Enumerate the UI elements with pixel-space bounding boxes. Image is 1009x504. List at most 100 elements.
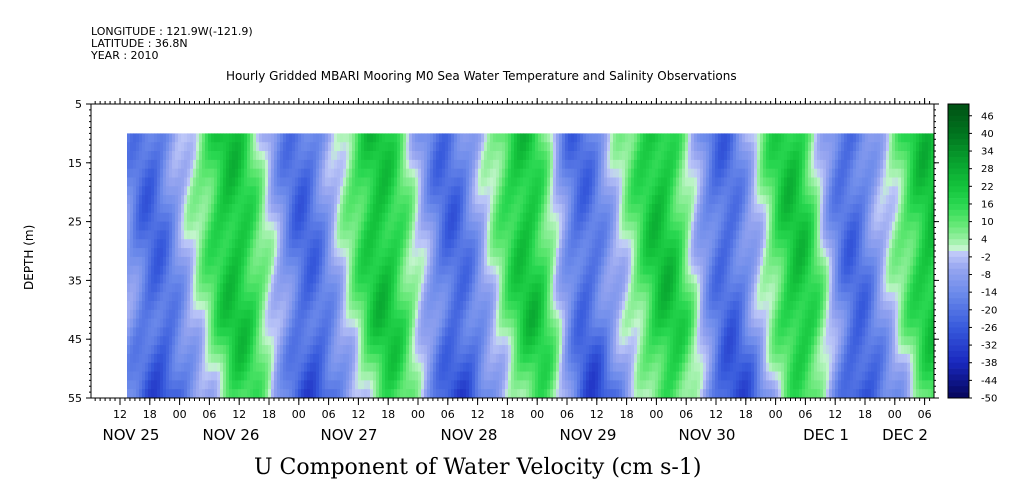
heatmap-cell xyxy=(259,389,263,399)
heatmap-cell xyxy=(538,239,542,249)
heatmap-cell xyxy=(253,177,257,187)
heatmap-cell xyxy=(394,274,398,284)
heatmap-cell xyxy=(139,212,143,222)
heatmap-cell xyxy=(241,239,245,249)
heatmap-cell xyxy=(553,151,557,161)
heatmap-cell xyxy=(532,186,536,196)
heatmap-cell xyxy=(280,345,284,355)
heatmap-cell xyxy=(208,230,212,240)
heatmap-cell xyxy=(436,283,440,293)
heatmap-cell xyxy=(514,186,518,196)
heatmap-cell xyxy=(331,371,335,381)
heatmap-cell xyxy=(361,168,365,178)
heatmap-cell xyxy=(187,239,191,249)
heatmap-cell xyxy=(337,168,341,178)
heatmap-cell xyxy=(337,142,341,152)
heatmap-cell xyxy=(538,353,542,364)
heatmap-cell xyxy=(187,248,191,258)
heatmap-cell xyxy=(475,168,479,178)
heatmap-cell xyxy=(316,274,320,284)
heatmap-cell xyxy=(373,318,377,328)
heatmap-cell xyxy=(151,248,155,258)
heatmap-cell xyxy=(214,212,218,222)
heatmap-cell xyxy=(136,362,140,372)
heatmap-cell xyxy=(505,283,509,293)
heatmap-cell xyxy=(181,371,185,381)
heatmap-cell xyxy=(301,151,305,161)
heatmap-cell xyxy=(163,239,167,249)
heatmap-cell xyxy=(370,353,374,364)
heatmap-cell xyxy=(373,265,377,275)
heatmap-cell xyxy=(451,362,455,372)
heatmap-cell xyxy=(529,212,533,222)
heatmap-cell xyxy=(538,362,542,372)
heatmap-cell xyxy=(349,186,353,196)
heatmap-cell xyxy=(505,389,509,399)
heatmap-cell xyxy=(244,318,248,328)
heatmap-cell xyxy=(418,318,422,328)
heatmap-cell xyxy=(208,292,212,302)
heatmap-cell xyxy=(559,186,563,196)
heatmap-cell xyxy=(241,177,245,187)
heatmap-cell xyxy=(526,362,530,372)
heatmap-cell xyxy=(301,283,305,293)
heatmap-cell xyxy=(241,336,245,346)
heatmap-cell xyxy=(439,186,443,196)
heatmap-cell xyxy=(589,195,593,205)
heatmap-cell xyxy=(514,309,518,320)
heatmap-cell xyxy=(580,389,584,399)
heatmap-cell xyxy=(232,248,236,258)
heatmap-cell xyxy=(616,309,620,320)
heatmap-cell xyxy=(520,239,524,249)
heatmap-cell xyxy=(175,195,179,205)
heatmap-cell xyxy=(190,151,194,161)
heatmap-cell xyxy=(373,274,377,284)
heatmap-cell xyxy=(454,239,458,249)
heatmap-cell xyxy=(127,195,131,205)
heatmap-cell xyxy=(391,248,395,258)
heatmap-cell xyxy=(595,300,599,311)
heatmap-cell xyxy=(499,336,503,346)
heatmap-cell xyxy=(172,371,176,381)
heatmap-cell xyxy=(217,371,221,381)
heatmap-cell xyxy=(409,353,413,364)
heatmap-cell xyxy=(286,177,290,187)
heatmap-cell xyxy=(394,195,398,205)
heatmap-cell xyxy=(586,327,590,337)
heatmap-cell xyxy=(559,274,563,284)
heatmap-cell xyxy=(322,221,326,231)
heatmap-cell xyxy=(322,353,326,364)
heatmap-cell xyxy=(529,195,533,205)
heatmap-cell xyxy=(229,248,233,258)
heatmap-cell xyxy=(361,248,365,258)
heatmap-cell xyxy=(340,274,344,284)
heatmap-cell xyxy=(619,133,623,143)
heatmap-cell xyxy=(211,371,215,381)
heatmap-cell xyxy=(247,389,251,399)
heatmap-cell xyxy=(469,353,473,364)
heatmap-cell xyxy=(298,292,302,302)
heatmap-cell xyxy=(334,230,338,240)
heatmap-cell xyxy=(370,318,374,328)
heatmap-cell xyxy=(535,151,539,161)
heatmap-cell xyxy=(199,212,203,222)
heatmap-cell xyxy=(439,371,443,381)
heatmap-cell xyxy=(229,389,233,399)
heatmap-cell xyxy=(337,195,341,205)
heatmap-cell xyxy=(244,230,248,240)
heatmap-cell xyxy=(556,345,560,355)
heatmap-cell xyxy=(508,292,512,302)
heatmap-cell xyxy=(352,283,356,293)
heatmap-cell xyxy=(283,159,287,170)
heatmap-cell xyxy=(205,336,209,346)
heatmap-cell xyxy=(214,336,218,346)
heatmap-cell xyxy=(250,177,254,187)
heatmap-cell xyxy=(466,336,470,346)
heatmap-cell xyxy=(508,230,512,240)
heatmap-cell xyxy=(226,318,230,328)
heatmap-cell xyxy=(406,265,410,275)
heatmap-cell xyxy=(148,292,152,302)
heatmap-cell xyxy=(145,389,149,399)
heatmap-cell xyxy=(460,380,464,390)
heatmap-cell xyxy=(550,327,554,337)
